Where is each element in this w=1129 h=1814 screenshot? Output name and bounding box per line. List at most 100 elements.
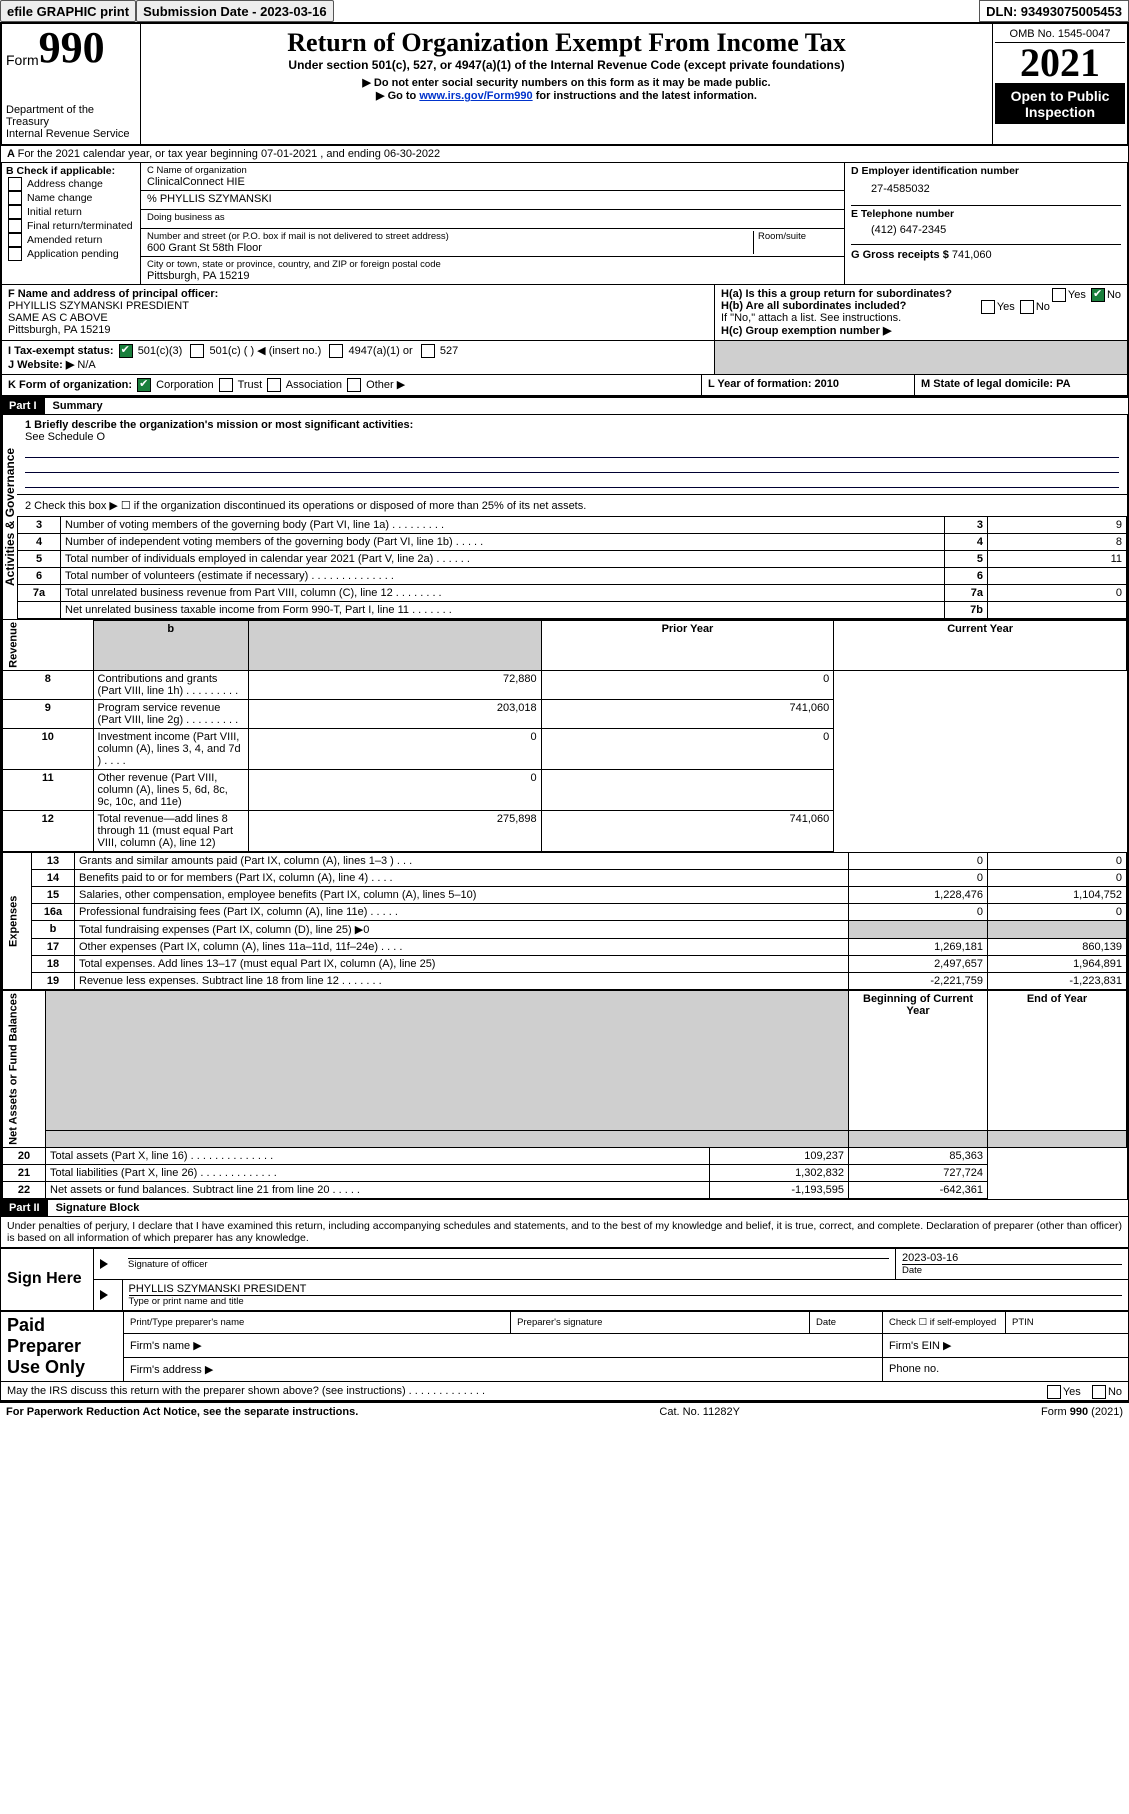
corp-checkbox[interactable] [137, 378, 151, 392]
discuss-yes-label: Yes [1063, 1386, 1081, 1398]
exp-row-label: Grants and similar amounts paid (Part IX… [75, 853, 849, 870]
no-label: No [1107, 289, 1121, 301]
hb-yes-checkbox[interactable] [981, 300, 995, 314]
footer-right: Form 990 (2021) [1041, 1406, 1123, 1418]
irs-link[interactable]: www.irs.gov/Form990 [419, 90, 532, 102]
opt-trust: Trust [238, 379, 263, 391]
paid-preparer-label: Paid Preparer Use Only [1, 1311, 124, 1381]
efile-print-button[interactable]: efile GRAPHIC print [0, 0, 136, 22]
exp-row-label: Revenue less expenses. Subtract line 18 … [75, 973, 849, 990]
rev-current-value [541, 770, 834, 811]
ein-value: 27-4585032 [871, 183, 1121, 195]
section-b-heading: B Check if applicable: [6, 165, 136, 177]
form-prefix: Form [6, 52, 39, 68]
rev-current-value: 0 [541, 729, 834, 770]
ha-yes-checkbox[interactable] [1052, 288, 1066, 302]
irs-label: Internal Revenue Service [6, 128, 136, 140]
rev-row-label: Total revenue—add lines 8 through 11 (mu… [93, 811, 248, 852]
care-of: % PHYLLIS SZYMANSKI [141, 191, 844, 210]
city-label: City or town, state or province, country… [147, 259, 838, 270]
form-title: Return of Organization Exempt From Incom… [153, 28, 980, 58]
form-number: 990 [39, 28, 105, 68]
b-checkbox[interactable] [8, 219, 22, 233]
street-value: 600 Grant St 58th Floor [147, 242, 749, 254]
other-checkbox[interactable] [347, 378, 361, 392]
vlabel-activities: Activities & Governance [2, 415, 17, 619]
b-checkbox[interactable] [8, 205, 22, 219]
line-3-value: 9 [988, 516, 1127, 533]
i-label: I Tax-exempt status: [8, 345, 114, 357]
part-2-header: Part II Signature Block [0, 1199, 1129, 1217]
b-checkbox[interactable] [8, 177, 22, 191]
line-5-value: 11 [988, 550, 1127, 567]
part-1-bar: Part I [1, 398, 45, 414]
prep-sig-label: Preparer's signature [511, 1311, 810, 1333]
exp-row-label: Professional fundraising fees (Part IX, … [75, 904, 849, 921]
b-checkbox[interactable] [8, 233, 22, 247]
b-checkbox[interactable] [8, 247, 22, 261]
exp-current-value: 0 [988, 853, 1127, 870]
exp-prior-value: 1,269,181 [849, 939, 988, 956]
527-checkbox[interactable] [421, 344, 435, 358]
discuss-no-label: No [1108, 1386, 1122, 1398]
b-item-label: Name change [27, 192, 92, 204]
opt-corp: Corporation [156, 379, 213, 391]
net-row-label: Net assets or fund balances. Subtract li… [46, 1181, 710, 1198]
ha-label: H(a) Is this a group return for subordin… [721, 288, 952, 300]
exp-current-value: 1,964,891 [988, 956, 1127, 973]
firm-phone-label: Phone no. [883, 1357, 1129, 1381]
rev-prior-value: 0 [248, 729, 541, 770]
assoc-checkbox[interactable] [267, 378, 281, 392]
room-label: Room/suite [754, 231, 838, 254]
exp-row-label: Total expenses. Add lines 13–17 (must eq… [75, 956, 849, 973]
line-7a-value: 0 [988, 584, 1127, 601]
col-end-header: End of Year [988, 991, 1127, 1131]
trust-checkbox[interactable] [219, 378, 233, 392]
exp-prior-value: 2,497,657 [849, 956, 988, 973]
b-item-label: Amended return [27, 234, 102, 246]
net-end-value: 727,724 [849, 1164, 988, 1181]
hc-label: H(c) Group exemption number ▶ [721, 324, 1121, 337]
discuss-no-checkbox[interactable] [1092, 1385, 1106, 1399]
self-employed-label: Check ☐ if self-employed [883, 1311, 1006, 1333]
rev-current-value: 741,060 [541, 811, 834, 852]
net-end-value: 85,363 [849, 1147, 988, 1164]
501c-checkbox[interactable] [190, 344, 204, 358]
col-begin-header: Beginning of Current Year [849, 991, 988, 1131]
exp-current-value: 0 [988, 870, 1127, 887]
line-5-label: Total number of individuals employed in … [61, 550, 945, 567]
4947-checkbox[interactable] [329, 344, 343, 358]
firm-name-label: Firm's name ▶ [124, 1333, 883, 1357]
no-label-2: No [1036, 301, 1050, 313]
exp-prior-value: -2,221,759 [849, 973, 988, 990]
b-checkbox[interactable] [8, 191, 22, 205]
part-2-title: Signature Block [48, 1202, 140, 1214]
discuss-yes-checkbox[interactable] [1047, 1385, 1061, 1399]
sign-arrow-icon-2 [100, 1290, 108, 1300]
g-value: 741,060 [952, 249, 992, 261]
net-row-label: Total liabilities (Part X, line 26) . . … [46, 1164, 710, 1181]
org-name: ClinicalConnect HIE [147, 176, 838, 188]
hb-no-checkbox[interactable] [1020, 300, 1034, 314]
officer-name: PHYILLIS SZYMANSKI PRESDIENT [8, 300, 708, 312]
rev-row-label: Contributions and grants (Part VIII, lin… [93, 671, 248, 700]
dba-label: Doing business as [147, 212, 838, 223]
city-value: Pittsburgh, PA 15219 [147, 270, 838, 282]
submission-date-button[interactable]: Submission Date - 2023-03-16 [136, 0, 334, 22]
firm-addr-label: Firm's address ▶ [124, 1357, 883, 1381]
rev-row-label: Investment income (Part VIII, column (A)… [93, 729, 248, 770]
ha-no-checkbox[interactable] [1091, 288, 1105, 302]
f-label: F Name and address of principal officer: [8, 288, 708, 300]
form-subtitle: Under section 501(c), 527, or 4947(a)(1)… [153, 58, 980, 72]
m-label: M State of legal domicile: PA [921, 378, 1071, 390]
phone-value: (412) 647-2345 [871, 224, 1121, 236]
printed-name-label: Type or print name and title [129, 1295, 1123, 1307]
d-label: D Employer identification number [851, 165, 1121, 177]
declaration-text: Under penalties of perjury, I declare th… [0, 1217, 1129, 1248]
line-4-label: Number of independent voting members of … [61, 533, 945, 550]
section-b-item: Name change [6, 191, 136, 205]
exp-prior-value: 0 [849, 904, 988, 921]
top-toolbar: efile GRAPHIC print Submission Date - 20… [0, 0, 1129, 22]
501c3-checkbox[interactable] [119, 344, 133, 358]
net-end-value: -642,361 [849, 1181, 988, 1198]
